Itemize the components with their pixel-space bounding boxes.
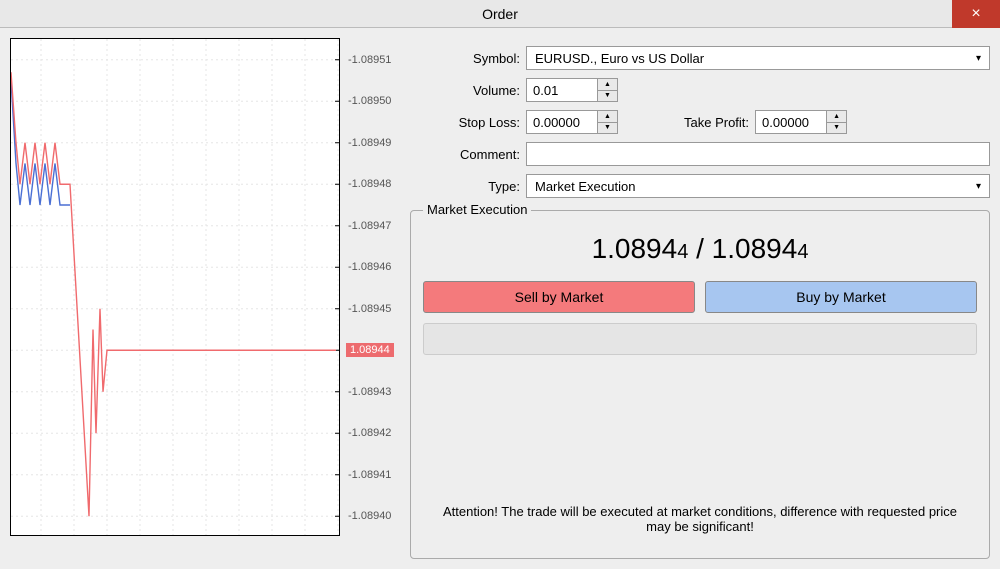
type-value: Market Execution [535, 179, 635, 194]
tick-chart: -1.08940-1.08941-1.08942-1.08943-1.08944… [10, 38, 400, 538]
current-price-badge: 1.08944 [346, 343, 394, 357]
stoploss-spinner[interactable]: ▲ ▼ [526, 110, 618, 134]
stoploss-input[interactable] [526, 110, 598, 134]
ytick-label: -1.08941 [348, 469, 391, 481]
takeprofit-label: Take Profit: [684, 115, 749, 130]
bid-frac: 4 [677, 241, 688, 263]
ytick-label: -1.08942 [348, 427, 391, 439]
ytick-label: -1.08947 [348, 220, 391, 232]
type-select[interactable]: Market Execution ▾ [526, 174, 990, 198]
volume-label: Volume: [410, 83, 520, 98]
button-row: Sell by Market Buy by Market [423, 281, 977, 313]
ytick-label: -1.08940 [348, 510, 391, 522]
status-box [423, 323, 977, 355]
ytick-label: -1.08949 [348, 137, 391, 149]
market-legend: Market Execution [423, 202, 531, 217]
close-button[interactable]: × [952, 0, 1000, 28]
market-execution-group: Market Execution 1.08944 / 1.08944 Sell … [410, 210, 990, 559]
takeprofit-spinner[interactable]: ▲ ▼ [755, 110, 847, 134]
price-display: 1.08944 / 1.08944 [423, 223, 977, 281]
ytick-label: -1.08946 [348, 261, 391, 273]
ytick-label: -1.08945 [348, 303, 391, 315]
titlebar: Order × [0, 0, 1000, 28]
symbol-select[interactable]: EURUSD., Euro vs US Dollar ▾ [526, 46, 990, 70]
row-comment: Comment: [410, 142, 990, 166]
volume-input[interactable] [526, 78, 598, 102]
symbol-label: Symbol: [410, 51, 520, 66]
row-volume: Volume: ▲ ▼ [410, 78, 990, 102]
sell-button[interactable]: Sell by Market [423, 281, 695, 313]
ytick-label: -1.08951 [348, 54, 391, 66]
row-type: Type: Market Execution ▾ [410, 174, 990, 198]
row-symbol: Symbol: EURUSD., Euro vs US Dollar ▾ [410, 46, 990, 70]
window-body: -1.08940-1.08941-1.08942-1.08943-1.08944… [0, 28, 1000, 569]
bid-main: 1.0894 [592, 233, 678, 264]
takeprofit-down-icon[interactable]: ▼ [827, 123, 846, 134]
type-label: Type: [410, 179, 520, 194]
volume-up-icon[interactable]: ▲ [598, 79, 617, 91]
chevron-down-icon: ▾ [976, 181, 981, 192]
ask-frac: 4 [797, 241, 808, 263]
comment-label: Comment: [410, 147, 520, 162]
warning-text: Attention! The trade will be executed at… [423, 504, 977, 534]
symbol-value: EURUSD., Euro vs US Dollar [535, 51, 704, 66]
order-form: Symbol: EURUSD., Euro vs US Dollar ▾ Vol… [410, 38, 990, 559]
chevron-down-icon: ▾ [976, 53, 981, 64]
ytick-label: -1.08948 [348, 178, 391, 190]
ask-main: 1.0894 [712, 233, 798, 264]
window-title: Order [482, 6, 518, 22]
close-icon: × [971, 5, 980, 23]
volume-spinner[interactable]: ▲ ▼ [526, 78, 618, 102]
takeprofit-input[interactable] [755, 110, 827, 134]
stoploss-down-icon[interactable]: ▼ [598, 123, 617, 134]
comment-input[interactable] [526, 142, 990, 166]
row-sl-tp: Stop Loss: ▲ ▼ Take Profit: ▲ ▼ [410, 110, 990, 134]
buy-button[interactable]: Buy by Market [705, 281, 977, 313]
sell-label: Sell by Market [515, 289, 604, 305]
price-sep: / [688, 233, 711, 264]
chart-svg [10, 38, 340, 536]
ytick-label: -1.08950 [348, 95, 391, 107]
volume-down-icon[interactable]: ▼ [598, 91, 617, 102]
ytick-label: -1.08943 [348, 386, 391, 398]
takeprofit-up-icon[interactable]: ▲ [827, 111, 846, 123]
stoploss-label: Stop Loss: [410, 115, 520, 130]
stoploss-up-icon[interactable]: ▲ [598, 111, 617, 123]
buy-label: Buy by Market [796, 289, 885, 305]
